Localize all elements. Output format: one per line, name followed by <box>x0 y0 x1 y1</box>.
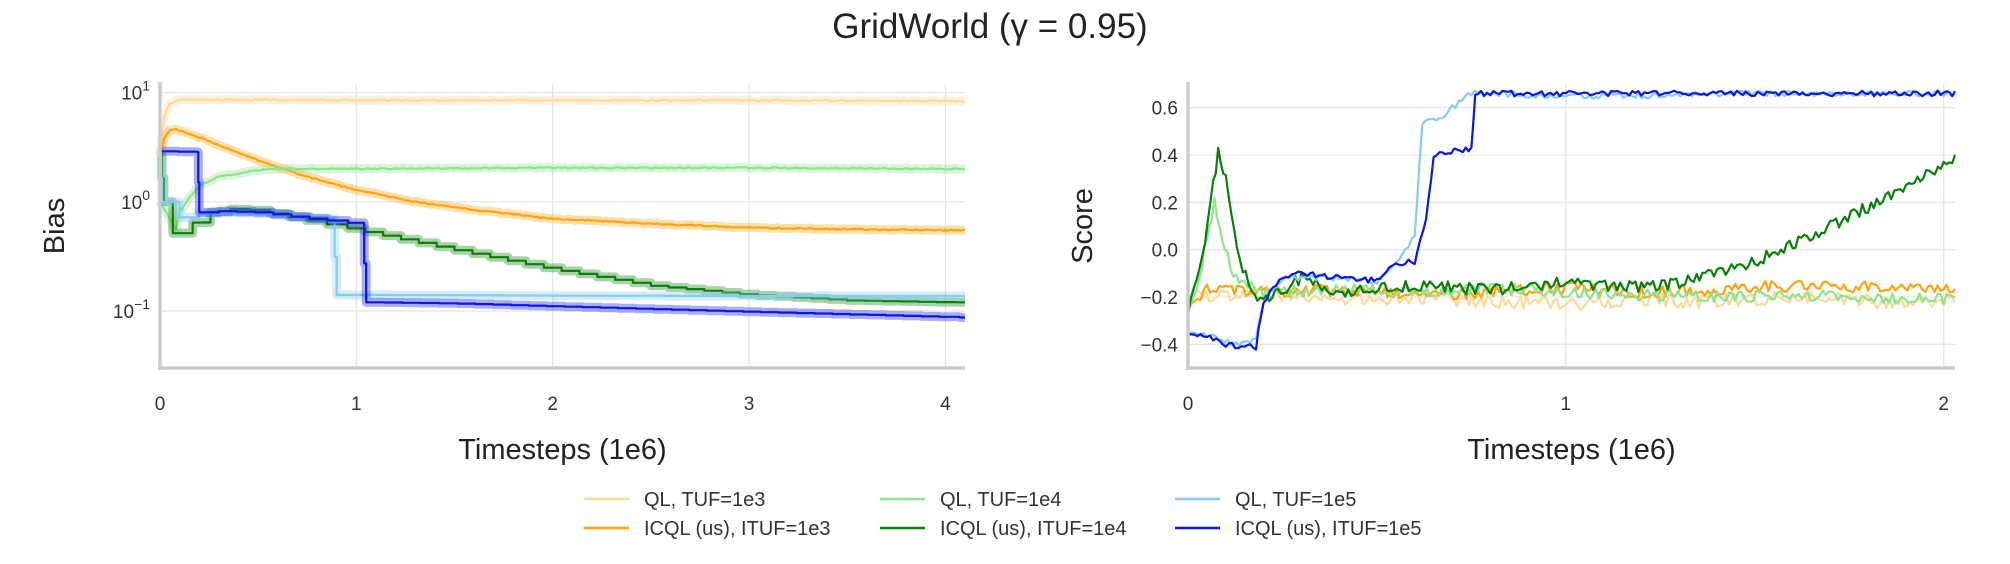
legend-label: ICQL (us), ITUF=1e4 <box>940 518 1127 540</box>
x-axis-label: Timesteps (1e6) <box>1467 434 1675 466</box>
legend-label: QL, TUF=1e4 <box>940 489 1061 511</box>
x-tick-label: 2 <box>1938 394 1949 415</box>
y-axis-label: Bias <box>39 198 71 254</box>
y-tick-label: −0.2 <box>1140 288 1178 309</box>
legend-label: ICQL (us), ITUF=1e5 <box>1235 518 1422 540</box>
y-tick-label: −0.4 <box>1140 335 1178 356</box>
score-plot: 0 1 2 −0.4 −0.2 0.0 0.2 0.4 0.6 Timesteps (1e6) Sc… <box>1067 82 1957 466</box>
y-tick-label: 0.2 <box>1152 193 1178 214</box>
series-line-icql-us-ituf-1e4 <box>1186 146 1957 316</box>
x-axis-label: Timesteps (1e6) <box>458 434 666 466</box>
x-tick-label: 0 <box>1183 394 1194 415</box>
legend: QL, TUF=1e3 ICQL (us), ITUF=1e3 QL, TUF=1e… <box>584 489 1422 540</box>
series-line-ql-tuf-1e4 <box>159 166 966 231</box>
series-line-icql-us-ituf-1e3 <box>158 127 966 232</box>
series-line-ql-tuf-1e5 <box>159 153 965 298</box>
series-line-ql-tuf-1e4 <box>1186 196 1956 312</box>
series-line-ql-tuf-1e5 <box>1187 89 1956 347</box>
x-tick-label: 3 <box>744 394 755 415</box>
legend-label: ICQL (us), ITUF=1e3 <box>644 518 831 540</box>
series-line-icql-us-ituf-1e5 <box>160 150 966 319</box>
legend-label: QL, TUF=1e3 <box>644 489 765 511</box>
series-line-icql-us-ituf-1e3 <box>1186 279 1956 311</box>
figure-title: GridWorld (γ = 0.95) <box>832 7 1147 46</box>
series-line-icql-us-ituf-1e5 <box>1187 89 1956 351</box>
x-tick-label: 4 <box>940 394 951 415</box>
y-tick-label: 0.6 <box>1152 99 1178 120</box>
series-line-ql-tuf-1e3 <box>1187 286 1957 312</box>
y-tick-label: 0.0 <box>1152 241 1178 262</box>
y-tick-label: 101 <box>121 78 150 105</box>
legend-label: QL, TUF=1e5 <box>1235 489 1356 511</box>
y-tick-label: 100 <box>121 187 150 214</box>
x-tick-label: 0 <box>155 394 166 415</box>
series-line-ql-tuf-1e3 <box>158 98 966 153</box>
bias-plot: 0 1 2 3 4 10−1 100 101 Timesteps (1e6) Bias <box>39 78 967 466</box>
y-tick-label: 10−1 <box>113 296 150 323</box>
y-tick-label: 0.4 <box>1152 146 1179 167</box>
x-tick-label: 1 <box>1561 394 1572 415</box>
x-tick-label: 1 <box>351 394 362 415</box>
y-axis-label: Score <box>1067 188 1099 264</box>
series-band-ql-tuf-1e3 <box>155 94 967 154</box>
x-tick-label: 2 <box>547 394 558 415</box>
